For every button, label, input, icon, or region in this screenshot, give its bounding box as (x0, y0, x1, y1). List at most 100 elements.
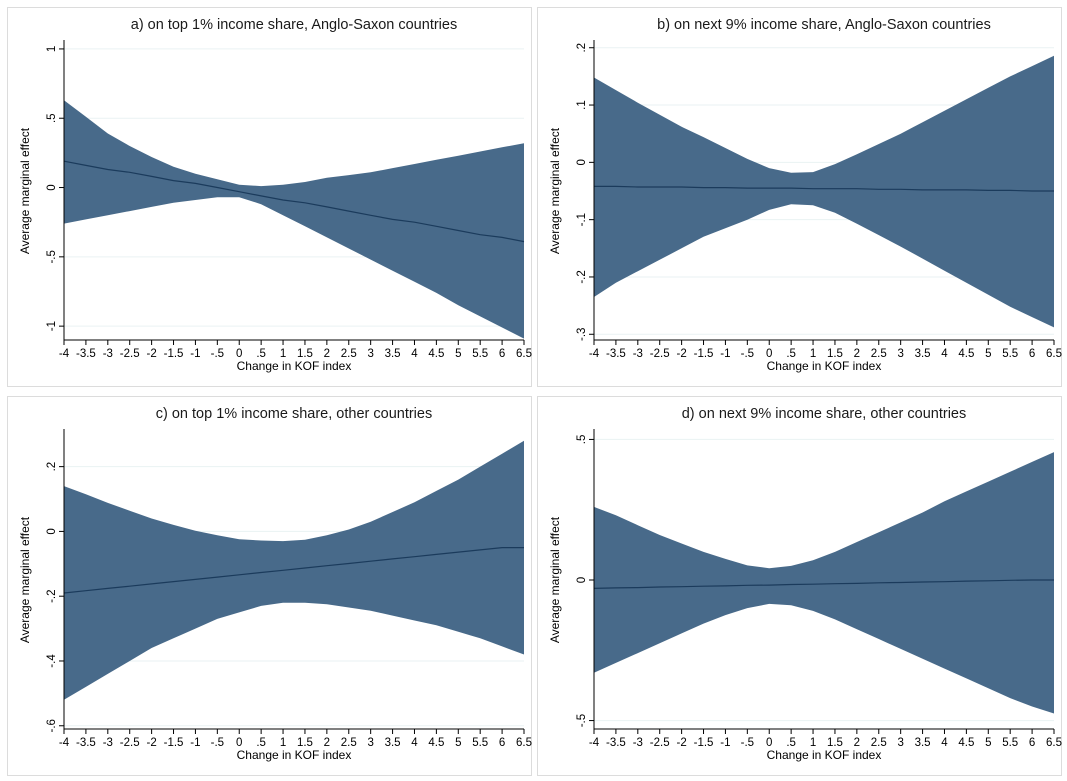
x-tick-label: -.5 (211, 737, 224, 749)
y-tick-label: .5 (576, 435, 588, 445)
x-tick-label: -.5 (211, 348, 224, 360)
chart-svg: b) on next 9% income share, Anglo-Saxon … (537, 7, 1062, 387)
x-tick-label: -3 (633, 348, 643, 360)
x-tick-label: -1 (720, 348, 730, 360)
y-tick-label: 0 (46, 528, 58, 534)
y-tick-label: -.5 (46, 250, 58, 263)
x-tick-label: -.5 (741, 737, 754, 749)
x-tick-label: 4.5 (428, 348, 444, 360)
y-axis-title: Average marginal effect (548, 127, 562, 254)
y-tick-label: 1 (46, 46, 58, 52)
y-axis-title: Average marginal effect (548, 516, 562, 643)
y-tick-label: 0 (576, 577, 588, 583)
x-axis-title: Change in KOF index (237, 748, 352, 762)
marginal-effect-line (63, 160, 525, 243)
y-tick-label: .5 (46, 113, 58, 123)
x-tick-label: 3 (367, 348, 373, 360)
x-tick-label: 6.5 (516, 737, 532, 749)
x-tick-label: 2.5 (341, 348, 357, 360)
x-tick-label: 5 (455, 348, 461, 360)
x-axis-title: Change in KOF index (767, 359, 882, 373)
x-tick-label: 3 (897, 348, 903, 360)
x-tick-label: -2 (147, 737, 157, 749)
x-tick-label: 0 (766, 348, 772, 360)
y-axis-title: Average marginal effect (18, 127, 32, 254)
x-tick-label: -1.5 (164, 348, 184, 360)
x-tick-label: 1.5 (827, 737, 843, 749)
y-tick-label: -.6 (46, 719, 58, 732)
y-tick-label: -.2 (576, 270, 588, 283)
y-tick-label: -.5 (576, 714, 588, 727)
x-tick-label: .5 (786, 737, 796, 749)
x-tick-label: 0 (236, 737, 242, 749)
confidence-band (64, 440, 524, 700)
y-axis-title: Average marginal effect (18, 516, 32, 643)
x-tick-label: 5.5 (1002, 348, 1018, 360)
x-tick-label: 5.5 (472, 737, 488, 749)
panel-a: a) on top 1% income share, Anglo-Saxon c… (7, 7, 532, 387)
y-tick-label: .1 (576, 100, 588, 110)
y-tick-label: -1 (46, 321, 58, 331)
x-tick-label: 6 (1029, 737, 1035, 749)
x-tick-label: 3.5 (915, 348, 931, 360)
x-tick-label: -1 (190, 737, 200, 749)
x-axis-title: Change in KOF index (237, 359, 352, 373)
x-tick-label: 3 (367, 737, 373, 749)
chart-title: a) on top 1% income share, Anglo-Saxon c… (131, 17, 457, 33)
y-tick-label: 0 (576, 159, 588, 165)
x-tick-label: 5.5 (472, 348, 488, 360)
x-tick-label: -4 (589, 737, 600, 749)
x-tick-label: 2.5 (871, 737, 887, 749)
y-tick-label: -.3 (576, 328, 588, 341)
x-tick-label: 4 (941, 348, 948, 360)
x-tick-label: 6 (499, 348, 505, 360)
chart-title: b) on next 9% income share, Anglo-Saxon … (657, 17, 991, 33)
x-tick-label: 6 (499, 737, 505, 749)
x-tick-label: 4 (411, 348, 418, 360)
marginal-effect-line (593, 579, 1054, 589)
x-tick-label: -2 (677, 737, 687, 749)
x-tick-label: -3 (633, 737, 643, 749)
y-tick-label: .2 (46, 462, 58, 472)
x-tick-label: 1 (810, 737, 816, 749)
x-tick-label: 4 (941, 737, 948, 749)
x-tick-label: -1.5 (694, 737, 714, 749)
x-tick-label: -4 (589, 348, 600, 360)
confidence-band (594, 452, 1054, 714)
panel-b: b) on next 9% income share, Anglo-Saxon … (537, 7, 1062, 387)
x-tick-label: 1 (280, 737, 286, 749)
chart-svg: d) on next 9% income share, other countr… (537, 396, 1062, 776)
x-tick-label: -4 (59, 348, 70, 360)
marginal-effect-line (594, 185, 1054, 192)
panel-d: d) on next 9% income share, other countr… (537, 396, 1062, 776)
x-tick-label: 1 (280, 348, 286, 360)
x-tick-label: -2.5 (120, 348, 140, 360)
x-tick-label: 2 (854, 737, 860, 749)
x-tick-label: 4.5 (958, 348, 974, 360)
x-tick-label: 4.5 (958, 737, 974, 749)
x-tick-label: -1 (190, 348, 200, 360)
x-tick-label: 1.5 (297, 348, 313, 360)
x-tick-label: -2 (677, 348, 687, 360)
x-tick-label: -4 (59, 737, 70, 749)
x-tick-label: -2 (147, 348, 157, 360)
x-tick-label: 5 (455, 737, 461, 749)
marginal-effect-line (63, 547, 524, 594)
chart-title: d) on next 9% income share, other countr… (682, 406, 967, 422)
chart-title: c) on top 1% income share, other countri… (156, 406, 432, 422)
x-tick-label: .5 (256, 348, 266, 360)
x-tick-label: -1 (720, 737, 730, 749)
y-tick-label: -.2 (46, 589, 58, 602)
x-tick-label: 2 (854, 348, 860, 360)
x-tick-label: -2.5 (650, 348, 670, 360)
x-tick-label: -3 (103, 737, 113, 749)
x-tick-label: 3.5 (385, 737, 401, 749)
x-tick-label: -3.5 (606, 737, 626, 749)
x-tick-label: -2.5 (120, 737, 140, 749)
x-tick-label: -3.5 (76, 737, 96, 749)
confidence-band (594, 55, 1054, 328)
x-tick-label: 5 (985, 348, 991, 360)
x-tick-label: 6.5 (1046, 737, 1062, 749)
confidence-band (64, 100, 524, 339)
